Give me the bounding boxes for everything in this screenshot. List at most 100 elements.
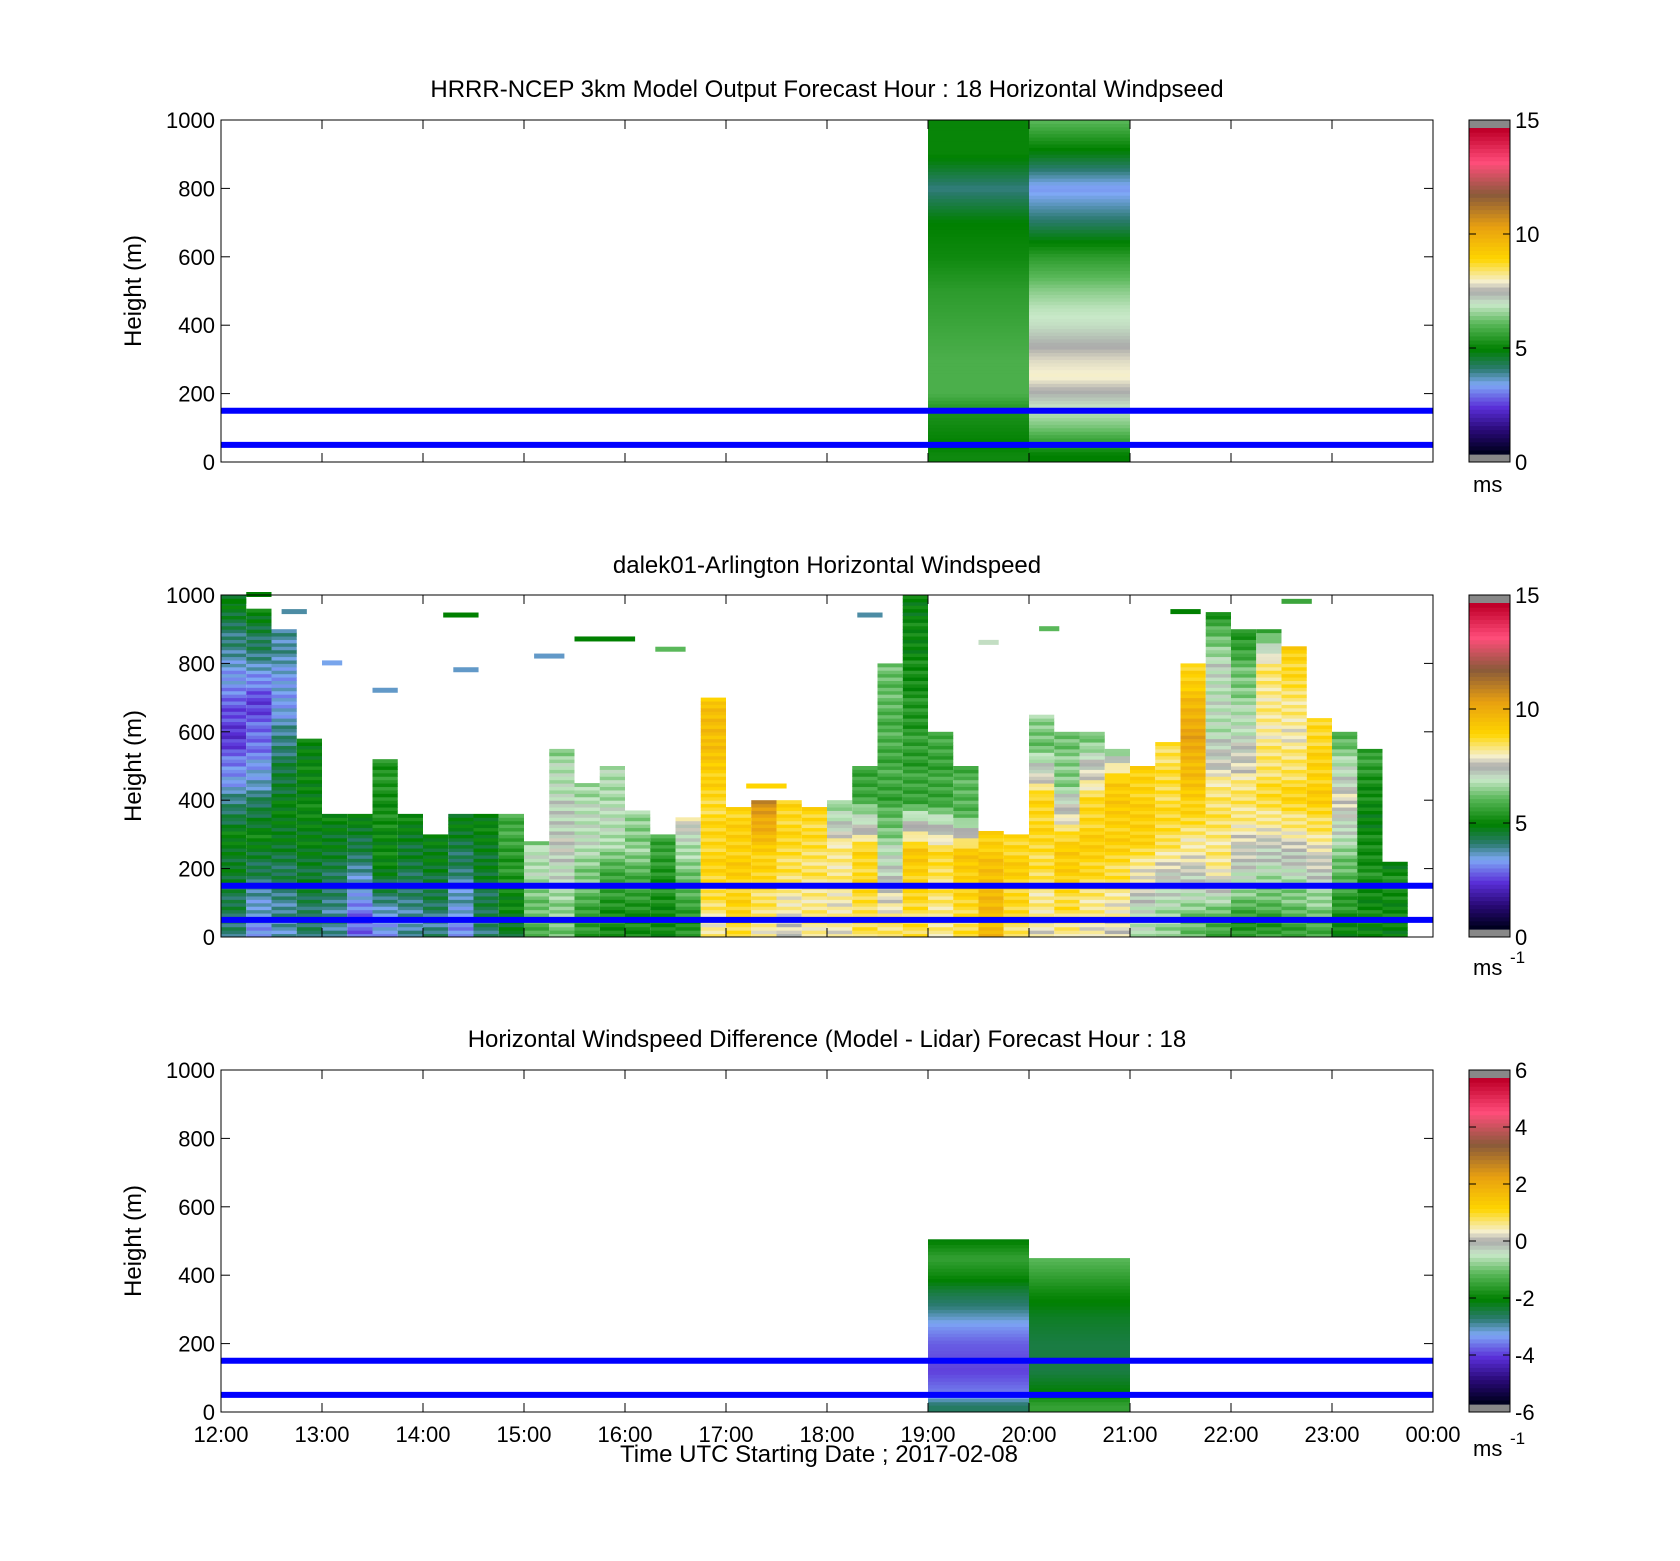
heatmap-cell bbox=[1382, 930, 1408, 935]
heatmap-cell bbox=[1332, 861, 1358, 866]
heatmap-cell bbox=[1332, 933, 1358, 938]
heatmap-cell bbox=[902, 796, 928, 801]
heatmap-cell bbox=[928, 222, 1029, 227]
heatmap-cell bbox=[221, 776, 247, 781]
heatmap-cell bbox=[423, 848, 449, 852]
heatmap-cell bbox=[928, 1377, 1029, 1382]
heatmap-cell bbox=[953, 789, 979, 794]
heatmap-cell bbox=[498, 930, 524, 935]
heatmap-cell bbox=[650, 899, 676, 904]
heatmap-cell bbox=[700, 878, 726, 883]
heatmap-cell bbox=[625, 817, 651, 822]
heatmap-cell bbox=[221, 872, 247, 876]
colorbar-segment bbox=[1469, 417, 1510, 422]
heatmap-cell bbox=[928, 1239, 1029, 1242]
heatmap-cell bbox=[776, 899, 802, 904]
heatmap-cell bbox=[296, 868, 322, 873]
colorbar-segment bbox=[1469, 1086, 1510, 1091]
heatmap-cell bbox=[1205, 659, 1231, 664]
heatmap-cell bbox=[1104, 909, 1130, 914]
heatmap-cell bbox=[271, 789, 297, 794]
heatmap-cell bbox=[1180, 789, 1206, 794]
heatmap-cell bbox=[1054, 861, 1080, 866]
heatmap-cell bbox=[1029, 854, 1055, 859]
heatmap-cell bbox=[1205, 649, 1231, 654]
heatmap-cell bbox=[928, 171, 1029, 176]
heatmap-cell bbox=[675, 913, 701, 917]
heatmap-cell bbox=[1054, 735, 1080, 740]
heatmap-cell bbox=[1029, 280, 1130, 285]
heatmap-cell bbox=[1029, 239, 1130, 244]
heatmap-cell bbox=[1205, 923, 1231, 928]
heatmap-cell bbox=[928, 789, 954, 794]
heatmap-cell bbox=[322, 830, 348, 835]
heatmap-cell bbox=[246, 680, 272, 685]
heatmap-cell bbox=[296, 858, 322, 863]
heatmap-cell bbox=[372, 875, 398, 880]
heatmap-cell bbox=[1130, 858, 1156, 863]
heatmap-cell bbox=[751, 820, 777, 825]
colorbar-segment bbox=[1469, 839, 1510, 845]
heatmap-cell bbox=[877, 796, 903, 801]
heatmap-cell bbox=[372, 854, 398, 859]
heatmap-cell bbox=[574, 913, 600, 917]
heatmap-cell bbox=[549, 865, 575, 870]
heatmap-cell bbox=[1155, 861, 1181, 866]
heatmap-cell bbox=[271, 769, 297, 774]
heatmap-cell bbox=[877, 762, 903, 767]
heatmap-cell bbox=[1029, 349, 1130, 354]
colorbar-segment bbox=[1469, 246, 1510, 251]
colorbar-segment bbox=[1469, 1122, 1510, 1128]
heatmap-cell bbox=[902, 663, 928, 668]
heatmap-cell bbox=[1205, 820, 1231, 825]
heatmap-cell bbox=[397, 930, 423, 935]
heatmap-cell bbox=[397, 830, 423, 835]
colorbar-segment bbox=[1469, 425, 1510, 431]
heatmap-cell bbox=[1231, 776, 1257, 781]
colorbar-segment bbox=[1469, 303, 1510, 308]
heatmap-cell bbox=[221, 718, 247, 723]
heatmap-cell bbox=[877, 861, 903, 866]
heatmap-cell bbox=[852, 841, 878, 846]
colorbar-segment bbox=[1469, 1253, 1510, 1258]
colorbar-segment bbox=[1469, 1281, 1510, 1287]
heatmap-cell bbox=[1054, 868, 1080, 873]
heatmap-cell bbox=[221, 817, 247, 822]
heatmap-cell bbox=[448, 889, 474, 894]
heatmap-cell bbox=[801, 878, 827, 883]
heatmap-cell bbox=[776, 933, 802, 938]
heatmap-cell bbox=[751, 875, 777, 880]
heatmap-cell bbox=[1029, 1305, 1130, 1310]
colorbar-segment bbox=[1469, 368, 1510, 374]
heatmap-cell bbox=[221, 622, 247, 627]
heatmap-cell bbox=[549, 813, 575, 818]
heatmap-cell bbox=[1205, 878, 1231, 883]
heatmap-cell bbox=[448, 895, 474, 900]
heatmap-cell bbox=[1003, 902, 1029, 907]
heatmap-cell bbox=[852, 865, 878, 870]
heatmap-streak bbox=[372, 687, 398, 693]
heatmap-cell bbox=[574, 858, 600, 863]
heatmap-cell bbox=[1180, 837, 1206, 842]
heatmap-cell bbox=[1079, 752, 1105, 757]
heatmap-cell bbox=[928, 215, 1029, 220]
heatmap-cell bbox=[221, 813, 247, 818]
heatmap-cell bbox=[1357, 789, 1383, 794]
heatmap-cell bbox=[650, 854, 676, 859]
heatmap-cell bbox=[221, 793, 247, 798]
heatmap-cell bbox=[296, 789, 322, 794]
heatmap-cell bbox=[271, 830, 297, 835]
heatmap-cell bbox=[498, 824, 524, 829]
heatmap-cell bbox=[877, 848, 903, 852]
heatmap-cell bbox=[1256, 817, 1282, 822]
heatmap-cell bbox=[1029, 184, 1130, 189]
heatmap-cell bbox=[1231, 909, 1257, 914]
heatmap-cell bbox=[549, 848, 575, 852]
heatmap-cell bbox=[1054, 800, 1080, 805]
heatmap-cell bbox=[1155, 933, 1181, 938]
heatmap-cell bbox=[1357, 807, 1383, 811]
heatmap-cell bbox=[928, 1254, 1029, 1259]
heatmap-cell bbox=[700, 827, 726, 832]
heatmap-cell bbox=[372, 906, 398, 911]
colorbar-segment bbox=[1469, 912, 1510, 918]
